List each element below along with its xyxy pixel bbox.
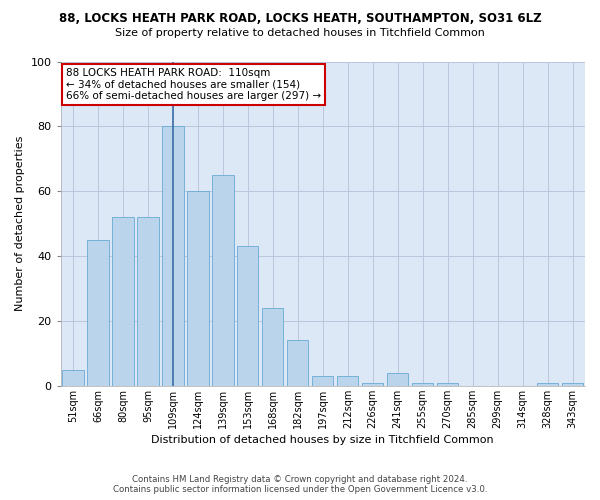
Bar <box>387 373 409 386</box>
Bar <box>137 217 158 386</box>
Bar <box>437 382 458 386</box>
Text: 88 LOCKS HEATH PARK ROAD:  110sqm
← 34% of detached houses are smaller (154)
66%: 88 LOCKS HEATH PARK ROAD: 110sqm ← 34% o… <box>66 68 321 101</box>
Bar <box>337 376 358 386</box>
Bar <box>262 308 283 386</box>
Bar <box>412 382 433 386</box>
Text: 88, LOCKS HEATH PARK ROAD, LOCKS HEATH, SOUTHAMPTON, SO31 6LZ: 88, LOCKS HEATH PARK ROAD, LOCKS HEATH, … <box>59 12 541 26</box>
Bar <box>562 382 583 386</box>
X-axis label: Distribution of detached houses by size in Titchfield Common: Distribution of detached houses by size … <box>151 435 494 445</box>
Bar <box>88 240 109 386</box>
Bar <box>163 126 184 386</box>
Bar <box>212 175 233 386</box>
Text: Contains HM Land Registry data © Crown copyright and database right 2024.
Contai: Contains HM Land Registry data © Crown c… <box>113 474 487 494</box>
Bar <box>312 376 334 386</box>
Y-axis label: Number of detached properties: Number of detached properties <box>15 136 25 312</box>
Bar <box>62 370 83 386</box>
Bar <box>112 217 134 386</box>
Bar <box>287 340 308 386</box>
Bar <box>362 382 383 386</box>
Bar <box>187 191 209 386</box>
Text: Size of property relative to detached houses in Titchfield Common: Size of property relative to detached ho… <box>115 28 485 38</box>
Bar <box>537 382 558 386</box>
Bar <box>237 246 259 386</box>
